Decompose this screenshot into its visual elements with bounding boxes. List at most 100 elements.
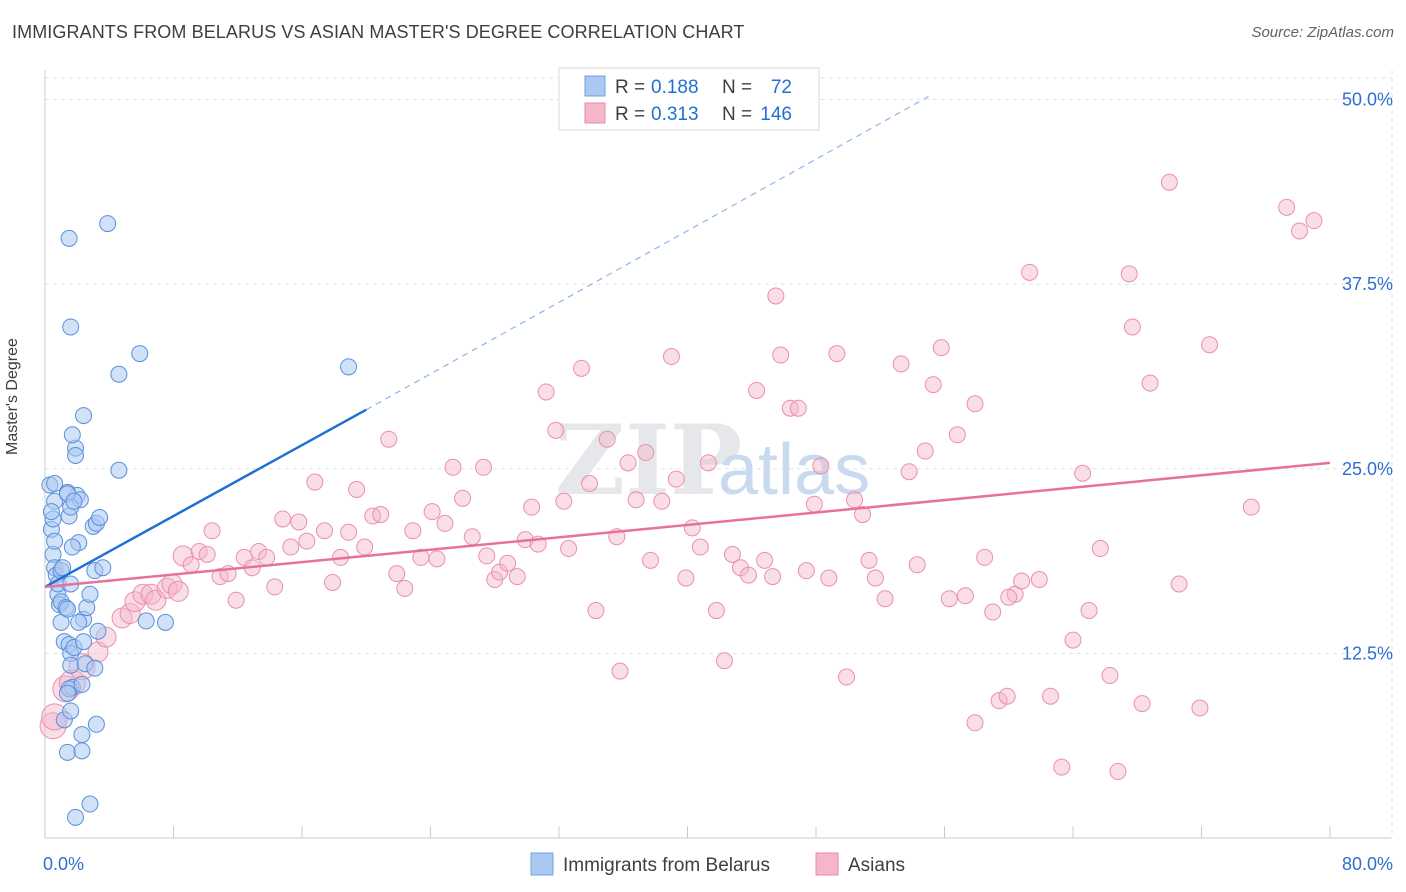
asians-point <box>1000 588 1018 606</box>
asians-point <box>932 339 950 357</box>
belarus-point <box>110 461 128 479</box>
asians-point <box>866 569 884 587</box>
belarus-point <box>81 585 99 603</box>
belarus-point <box>81 795 99 813</box>
belarus-point <box>65 492 83 510</box>
asians-point <box>789 399 807 417</box>
belarus-point <box>89 622 107 640</box>
asians-point <box>740 566 758 584</box>
asians-point <box>167 580 189 602</box>
asians-point <box>772 346 790 364</box>
asians-point <box>132 583 154 605</box>
legend-n-value-blue: 72 <box>771 77 792 98</box>
asians-point <box>900 463 918 481</box>
series-legend-label-asians: Asians <box>848 855 905 876</box>
asians-point <box>508 568 526 586</box>
belarus-point <box>131 345 149 363</box>
asians-point <box>315 522 333 540</box>
belarus-point <box>91 509 109 527</box>
asians-point <box>598 430 616 448</box>
asians-point <box>372 506 390 524</box>
asians-point <box>444 458 462 476</box>
series-legend-swatch-asians <box>815 852 839 876</box>
asians-point <box>860 551 878 569</box>
asians-point <box>611 662 629 680</box>
chart-title: IMMIGRANTS FROM BELARUS VS ASIAN MASTER'… <box>12 22 745 42</box>
belarus-point <box>62 318 80 336</box>
asians-point <box>797 562 815 580</box>
asians-point <box>423 503 441 521</box>
belarus-point <box>73 742 91 760</box>
belarus-point <box>94 559 112 577</box>
asians-point <box>820 569 838 587</box>
asians-point <box>428 550 446 568</box>
asians-point <box>404 522 422 540</box>
asians-point <box>1064 631 1082 649</box>
series-legend-label-belarus: Immigrants from Belarus <box>563 855 770 876</box>
asians-point <box>266 578 284 596</box>
legend-n-label-blue: N = <box>722 77 752 98</box>
asians-point <box>748 381 766 399</box>
asians-point <box>846 491 864 509</box>
asians-point <box>380 430 398 448</box>
legend-swatch-blue <box>584 75 606 97</box>
asians-point <box>1141 374 1159 392</box>
asians-point <box>340 523 358 541</box>
series-legend: Immigrants from Belarus Asians <box>530 852 905 876</box>
asians-point <box>998 687 1016 705</box>
asians-point <box>715 652 733 670</box>
asians-point <box>1278 198 1296 216</box>
asians-point <box>653 492 671 510</box>
asians-point <box>805 495 823 513</box>
y-tick-label-2: 37.5% <box>1342 274 1393 294</box>
asians-point <box>454 489 472 507</box>
source-credit: Source: ZipAtlas.com <box>1251 24 1394 41</box>
asians-point <box>976 548 994 566</box>
asians-point <box>1053 758 1071 776</box>
asians-point <box>290 513 308 531</box>
belarus-point <box>340 358 358 376</box>
asians-point <box>282 538 300 556</box>
asians-point <box>1201 336 1219 354</box>
belarus-point <box>87 715 105 733</box>
asians-point <box>547 421 565 439</box>
asians-point <box>699 454 717 472</box>
belarus-point <box>62 702 80 720</box>
asians-point <box>324 573 342 591</box>
belarus-point <box>67 808 85 826</box>
belarus-point <box>73 726 91 744</box>
asians-point <box>1109 763 1127 781</box>
asians-point <box>523 498 541 516</box>
legend-n-label-pink: N = <box>722 104 752 125</box>
asians-point <box>145 589 167 611</box>
asians-point <box>662 348 680 366</box>
asians-point <box>916 442 934 460</box>
asians-point <box>723 545 741 563</box>
legend-r-label-pink: R = <box>615 104 645 125</box>
belarus-point <box>46 475 64 493</box>
asians-point <box>924 376 942 394</box>
legend-r-value-pink: 0.313 <box>651 104 699 125</box>
belarus-point <box>54 559 72 577</box>
asians-points <box>39 173 1323 781</box>
asians-point <box>908 556 926 574</box>
belarus-point <box>58 684 76 702</box>
asians-point <box>956 587 974 605</box>
belarus-point <box>75 407 93 425</box>
asians-point <box>572 359 590 377</box>
asians-point <box>356 538 374 556</box>
asians-point <box>756 551 774 569</box>
asians-point <box>537 383 555 401</box>
belarus-point <box>137 612 155 630</box>
asians-point <box>198 545 216 563</box>
asians-point <box>990 692 1008 710</box>
asians-point <box>581 475 599 493</box>
asians-point <box>828 345 846 363</box>
asians-point <box>1191 699 1209 717</box>
belarus-point <box>63 426 81 444</box>
legend-swatch-pink <box>584 102 606 124</box>
asians-point <box>499 554 517 572</box>
asians-point <box>667 470 685 488</box>
asians-point <box>119 603 141 625</box>
